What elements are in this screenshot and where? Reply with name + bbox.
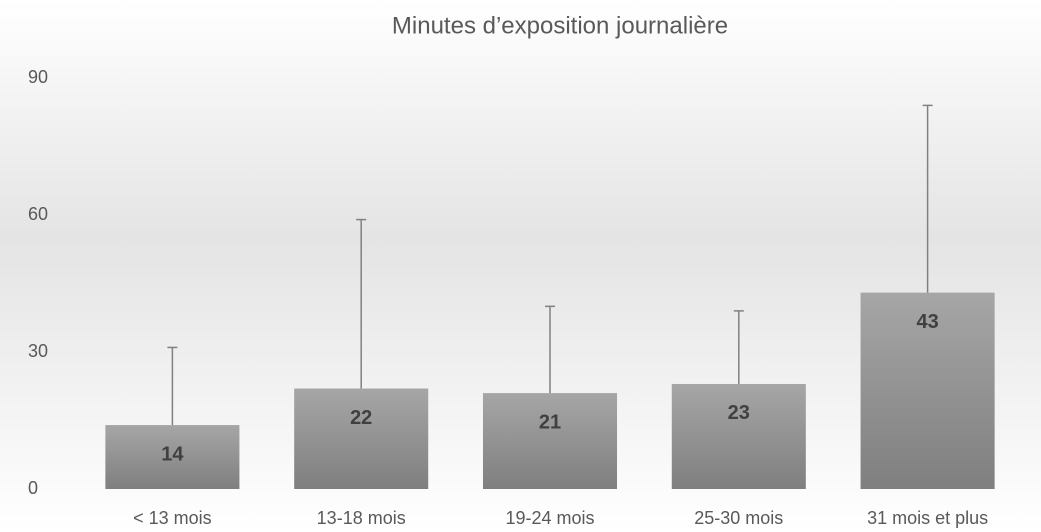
bar [482,393,618,489]
data-label: 23 [728,402,750,424]
bar [105,425,240,489]
bar [671,383,806,489]
y-tick-label: 0 [28,478,38,498]
bar [294,388,429,489]
x-tick-label: 31 mois et plus [867,508,988,528]
error-bar [167,346,178,426]
chart-title: Minutes d’exposition journalière [392,12,728,39]
y-tick-label: 30 [28,341,48,361]
x-tick-label: 13-18 mois [317,508,406,528]
data-label: 14 [161,443,184,465]
error-bar [545,305,555,394]
data-label: 43 [916,311,938,333]
x-tick-label: < 13 mois [133,508,212,528]
y-tick-label: 60 [28,204,48,224]
bar [860,292,995,489]
error-bar [733,310,744,384]
error-bar [356,218,367,389]
y-tick-label: 90 [28,67,48,87]
x-tick-label: 25-30 mois [694,508,783,528]
x-tick-label: 19-24 mois [505,508,594,528]
error-bar [922,104,933,293]
data-label: 21 [539,411,561,433]
data-label: 22 [350,407,372,429]
